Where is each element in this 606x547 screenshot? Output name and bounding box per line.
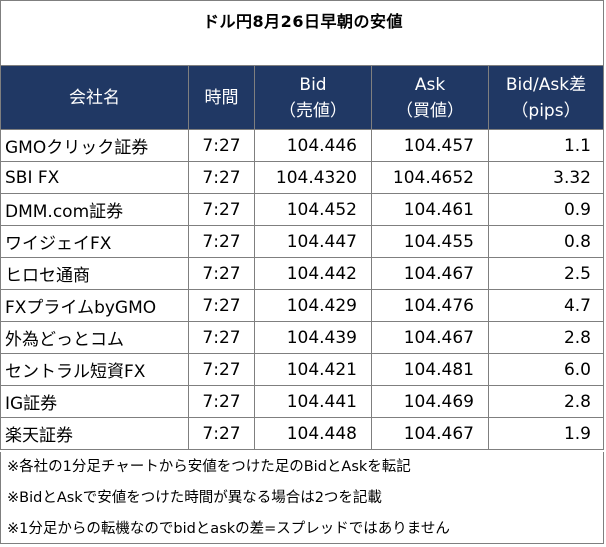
bid-cell: 104.421 <box>254 353 372 386</box>
company-cell: IG証券 <box>0 385 189 418</box>
spread-cell: 0.8 <box>488 225 604 258</box>
table-row: セントラル短資FX 7:27 104.421 104.481 6.0 <box>0 353 604 386</box>
ask-cell: 104.476 <box>371 289 489 322</box>
note-line: ※1分足からの転機なのでbidとaskの差=スプレッドではありません <box>7 521 450 537</box>
time-cell: 7:27 <box>188 225 255 258</box>
page-title: ドル円8月26日早朝の安値 <box>203 12 403 31</box>
company-cell: GMOクリック証券 <box>0 129 189 162</box>
table-row: 楽天証券 7:27 104.448 104.467 1.9 <box>0 417 604 450</box>
ask-cell: 104.469 <box>371 385 489 418</box>
spread-cell: 2.5 <box>488 257 604 290</box>
table-row: FXプライムbyGMO 7:27 104.429 104.476 4.7 <box>0 289 604 322</box>
company-cell: セントラル短資FX <box>0 353 189 386</box>
spread-cell: 4.7 <box>488 289 604 322</box>
time-cell: 7:27 <box>188 289 255 322</box>
time-cell: 7:27 <box>188 129 255 162</box>
table-header: 会社名 時間 Bid （売値） Ask （買値） Bid/Ask差 （pips） <box>0 65 604 130</box>
time-cell: 7:27 <box>188 193 255 226</box>
header-bid: Bid （売値） <box>254 65 372 130</box>
table-row: ヒロセ通商 7:27 104.442 104.467 2.5 <box>0 257 604 290</box>
table-body: GMOクリック証券 7:27 104.446 104.457 1.1 SBI FX 7:2… <box>0 129 604 450</box>
table-row: GMOクリック証券 7:27 104.446 104.457 1.1 <box>0 129 604 162</box>
title-frame <box>0 0 604 66</box>
company-cell: ワイジェイFX <box>0 225 189 258</box>
company-cell: 外為どっとコム <box>0 321 189 354</box>
spread-cell: 6.0 <box>488 353 604 386</box>
time-cell: 7:27 <box>188 417 255 450</box>
header-ask: Ask （買値） <box>371 65 489 130</box>
bid-cell: 104.439 <box>254 321 372 354</box>
ask-cell: 104.467 <box>371 321 489 354</box>
spread-cell: 1.9 <box>488 417 604 450</box>
ask-cell: 104.461 <box>371 193 489 226</box>
notes-section: ※各社の1分足チャートから安値をつけた足のBidとAskを転記 ※BidとAsk… <box>0 452 604 544</box>
time-cell: 7:27 <box>188 257 255 290</box>
time-cell: 7:27 <box>188 385 255 418</box>
ask-cell: 104.4652 <box>371 161 489 194</box>
ask-cell: 104.455 <box>371 225 489 258</box>
ask-cell: 104.481 <box>371 353 489 386</box>
spread-cell: 0.9 <box>488 193 604 226</box>
table-row: DMM.com証券 7:27 104.452 104.461 0.9 <box>0 193 604 226</box>
bid-cell: 104.447 <box>254 225 372 258</box>
table-row: SBI FX 7:27 104.4320 104.4652 3.32 <box>0 161 604 194</box>
time-cell: 7:27 <box>188 161 255 194</box>
bid-cell: 104.441 <box>254 385 372 418</box>
table-row: IG証券 7:27 104.441 104.469 2.8 <box>0 385 604 418</box>
company-cell: 楽天証券 <box>0 417 189 450</box>
bid-cell: 104.452 <box>254 193 372 226</box>
bid-cell: 104.429 <box>254 289 372 322</box>
company-cell: SBI FX <box>0 161 189 194</box>
header-time: 時間 <box>188 65 255 130</box>
header-spread: Bid/Ask差 （pips） <box>488 65 604 130</box>
company-cell: FXプライムbyGMO <box>0 289 189 322</box>
note-line: ※BidとAskで安値をつけた時間が異なる場合は2つを記載 <box>7 490 382 506</box>
table-row: 外為どっとコム 7:27 104.439 104.467 2.8 <box>0 321 604 354</box>
bid-cell: 104.442 <box>254 257 372 290</box>
ask-cell: 104.467 <box>371 257 489 290</box>
bid-cell: 104.446 <box>254 129 372 162</box>
note-line: ※各社の1分足チャートから安値をつけた足のBidとAskを転記 <box>7 459 411 475</box>
spread-cell: 1.1 <box>488 129 604 162</box>
bid-cell: 104.448 <box>254 417 372 450</box>
spread-cell: 2.8 <box>488 321 604 354</box>
spread-cell: 3.32 <box>488 161 604 194</box>
table-row: ワイジェイFX 7:27 104.447 104.455 0.8 <box>0 225 604 258</box>
header-company: 会社名 <box>0 65 189 130</box>
ask-cell: 104.457 <box>371 129 489 162</box>
company-cell: DMM.com証券 <box>0 193 189 226</box>
time-cell: 7:27 <box>188 321 255 354</box>
spread-cell: 2.8 <box>488 385 604 418</box>
time-cell: 7:27 <box>188 353 255 386</box>
bid-cell: 104.4320 <box>254 161 372 194</box>
quote-table: 会社名 時間 Bid （売値） Ask （買値） Bid/Ask差 （pips） GM… <box>0 65 604 450</box>
ask-cell: 104.467 <box>371 417 489 450</box>
company-cell: ヒロセ通商 <box>0 257 189 290</box>
